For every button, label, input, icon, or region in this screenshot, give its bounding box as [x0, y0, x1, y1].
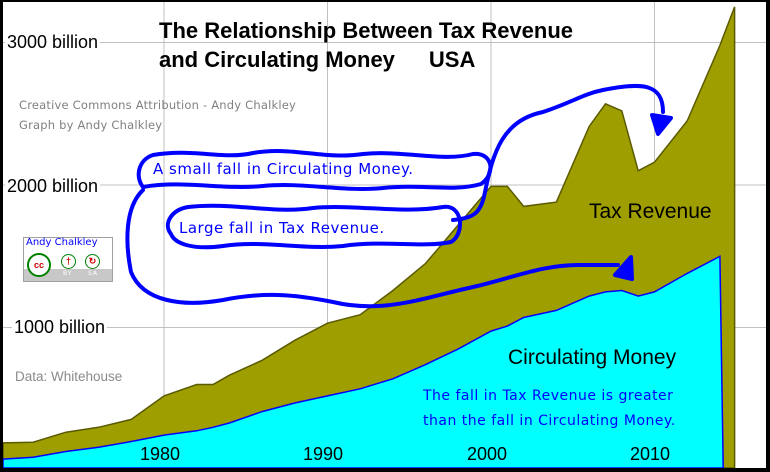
credit-author: Graph by Andy Chalkley — [19, 118, 163, 132]
cc-icon: cc — [27, 253, 51, 277]
annotation-conclusion-line-1: The fall in Tax Revenue is greater — [423, 388, 674, 404]
x-tick-2010: 2010 — [630, 444, 671, 464]
by-label: BY — [63, 270, 73, 277]
y-tick-2000: 2000 billion — [5, 176, 101, 197]
annotation-large-fall: Large fall in Tax Revenue. — [179, 219, 385, 237]
x-tick-1980: 1980 — [140, 444, 181, 464]
x-tick-2000: 2000 — [467, 444, 508, 464]
label-circulating-money: Circulating Money — [508, 346, 677, 369]
circulating-money-area — [3, 255, 724, 468]
annotation-scribbles — [125, 83, 673, 309]
annotation-conclusion-line-2: than the fall in Circulating Money. — [423, 413, 676, 429]
chart-canvas: 3000 billion 2000 billion 1000 billion 1… — [3, 2, 766, 468]
credit-license: Creative Commons Attribution - Andy Chal… — [19, 98, 297, 112]
x-tick-1990: 1990 — [303, 444, 344, 464]
plot-area — [3, 2, 766, 468]
title-country: USA — [428, 47, 476, 72]
sa-label: SA — [88, 270, 99, 277]
title-line-2-text: and Circulating Money — [159, 47, 395, 72]
label-tax-revenue: Tax Revenue — [589, 200, 712, 223]
person-icon: † — [61, 254, 76, 269]
title-line-1: The Relationship Between Tax Revenue — [159, 18, 574, 43]
badge-author: Andy Chalkley — [26, 237, 98, 248]
y-tick-3000: 3000 billion — [5, 32, 101, 53]
title-line-2: and Circulating Money USA — [159, 45, 573, 74]
chart-title: The Relationship Between Tax Revenue and… — [159, 16, 573, 74]
annotation-small-fall: A small fall in Circulating Money. — [153, 160, 414, 178]
share-alike-icon: ↻ — [85, 254, 100, 269]
y-tick-1000: 1000 billion — [12, 317, 108, 338]
cc-license-badge[interactable]: Andy Chalkley cc † ↻ BY SA — [23, 237, 113, 282]
data-source: Data: Whitehouse — [15, 369, 123, 384]
